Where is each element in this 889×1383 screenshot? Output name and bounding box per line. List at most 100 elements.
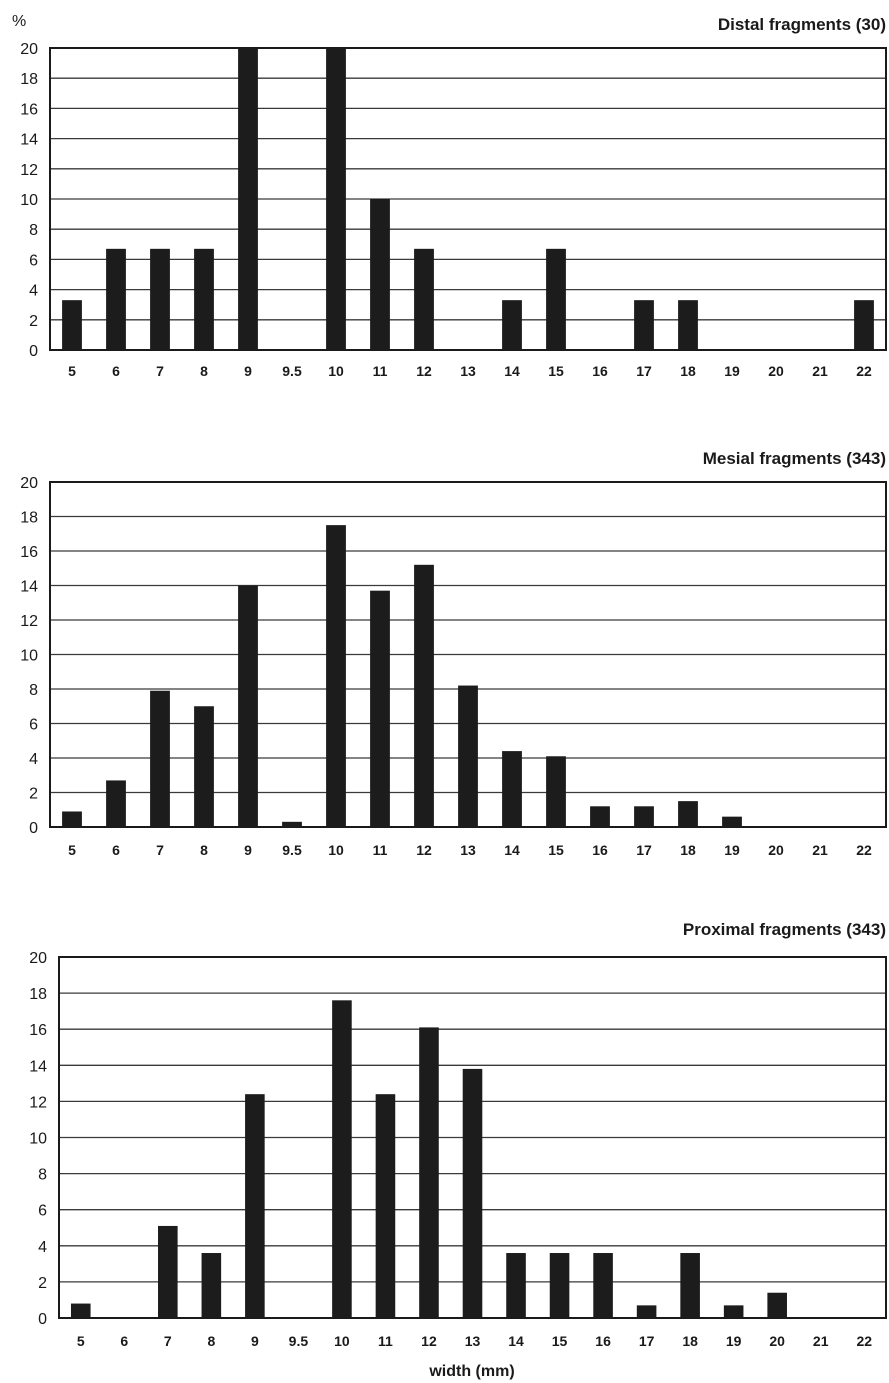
x-tick-label: 9.5 [282, 842, 302, 858]
bar-15 [546, 248, 566, 350]
x-tick-label: 11 [373, 363, 388, 379]
bar-16 [590, 806, 610, 827]
x-tick-label: 9 [244, 363, 252, 379]
x-tick-label: 16 [592, 842, 608, 858]
x-tick-label: 19 [724, 842, 740, 858]
x-tick-label: 17 [636, 842, 652, 858]
x-tick-label: 7 [156, 842, 164, 858]
y-tick-label: 12 [29, 1094, 47, 1111]
bar-10 [326, 525, 346, 827]
x-tick-label: 13 [460, 842, 476, 858]
bar-5 [70, 1303, 91, 1318]
bar-15 [549, 1253, 570, 1318]
x-tick-label: 18 [680, 842, 696, 858]
y-tick-label: 2 [29, 786, 38, 803]
bar-14 [502, 751, 522, 827]
x-axis-title: width (mm) [428, 1363, 514, 1380]
x-tick-label: 18 [680, 363, 696, 379]
y-tick-label: 12 [20, 162, 38, 179]
y-tick-label: 4 [38, 1239, 47, 1256]
bar-5 [62, 300, 82, 350]
bar-20 [767, 1292, 787, 1318]
x-tick-label: 11 [373, 842, 388, 858]
x-tick-label: 15 [548, 842, 564, 858]
bar-12 [414, 248, 434, 350]
bar-5 [62, 811, 82, 827]
x-tick-label: 8 [207, 1333, 215, 1349]
y-tick-label: 2 [38, 1275, 47, 1292]
y-tick-label: 8 [29, 222, 38, 239]
bar-17 [636, 1305, 657, 1318]
bar-10 [326, 48, 346, 350]
y-tick-label: 12 [20, 613, 38, 630]
x-tick-label: 14 [504, 842, 520, 858]
y-tick-label: 6 [29, 717, 38, 734]
x-tick-label: 19 [726, 1333, 742, 1349]
y-tick-label: 10 [20, 192, 38, 209]
x-tick-label: 15 [552, 1333, 568, 1349]
x-tick-label: 10 [328, 842, 344, 858]
bar-9 [238, 48, 258, 350]
bar-9.5 [282, 821, 302, 827]
x-tick-label: 6 [112, 842, 120, 858]
x-tick-label: 12 [416, 363, 432, 379]
x-tick-label: 7 [156, 363, 164, 379]
bar-6 [106, 780, 126, 827]
bar-11 [370, 199, 390, 350]
x-tick-label: 5 [68, 363, 76, 379]
chart-panel-2: 0 2 4 6 8 10 12 14 16 18 20 Mesial fragments (343) 5… [20, 449, 887, 858]
bar-14 [502, 300, 522, 350]
y-tick-label: 4 [29, 283, 38, 300]
x-tick-label: 9 [251, 1333, 259, 1349]
x-tick-label: 5 [68, 842, 76, 858]
bar-16 [593, 1253, 613, 1318]
bar-19 [723, 1305, 744, 1318]
y-tick-label: 20 [29, 950, 47, 967]
x-tick-label: 9.5 [282, 363, 302, 379]
bar-11 [375, 1094, 396, 1318]
plot-frame [49, 47, 887, 351]
chart-panel-1: 0 2 4 6 8 10 12 14 16 18 20 Distal fragments (30) 5 6… [20, 15, 887, 379]
chart-title: Distal fragments (30) [718, 15, 886, 34]
x-tick-label: 18 [682, 1333, 698, 1349]
x-tick-label: 9.5 [289, 1333, 309, 1349]
x-tick-label: 14 [504, 363, 520, 379]
y-tick-label: 0 [29, 343, 38, 360]
bar-9 [245, 1094, 265, 1318]
bar-17 [634, 300, 654, 350]
x-tick-label: 22 [856, 842, 872, 858]
bar-10 [332, 1000, 352, 1318]
chart-title: Proximal fragments (343) [683, 920, 886, 939]
bar-8 [201, 1253, 222, 1318]
x-tick-label: 22 [856, 1333, 872, 1349]
bar-12 [419, 1027, 439, 1318]
y-tick-label: 16 [29, 1022, 47, 1039]
x-tick-label: 5 [77, 1333, 85, 1349]
x-tick-label: 17 [639, 1333, 655, 1349]
bar-22 [854, 300, 874, 350]
bar-18 [678, 300, 698, 350]
y-tick-label: 16 [20, 544, 38, 561]
x-tick-label: 13 [460, 363, 476, 379]
x-tick-label: 16 [595, 1333, 611, 1349]
bar-14 [506, 1253, 526, 1318]
y-tick-label: 20 [20, 41, 38, 58]
y-tick-label: 2 [29, 313, 38, 330]
y-tick-label: 14 [20, 579, 38, 596]
y-tick-label: 0 [29, 820, 38, 837]
x-tick-label: 20 [768, 363, 784, 379]
x-tick-label: 6 [120, 1333, 128, 1349]
bar-17 [634, 806, 654, 827]
x-tick-label: 8 [200, 363, 208, 379]
bar-15 [546, 756, 566, 827]
bar-12 [414, 564, 434, 827]
y-tick-label: 18 [20, 71, 38, 88]
x-tick-label: 21 [812, 842, 828, 858]
y-tick-label: 16 [20, 101, 38, 118]
x-tick-label: 14 [508, 1333, 524, 1349]
x-tick-label: 8 [200, 842, 208, 858]
x-tick-label: 10 [334, 1333, 350, 1349]
x-tick-label: 22 [856, 363, 872, 379]
x-tick-label: 9 [244, 842, 252, 858]
